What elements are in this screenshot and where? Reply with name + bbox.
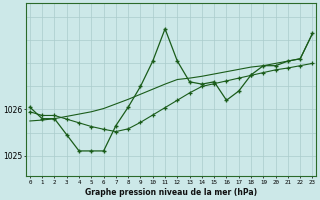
X-axis label: Graphe pression niveau de la mer (hPa): Graphe pression niveau de la mer (hPa) xyxy=(85,188,257,197)
